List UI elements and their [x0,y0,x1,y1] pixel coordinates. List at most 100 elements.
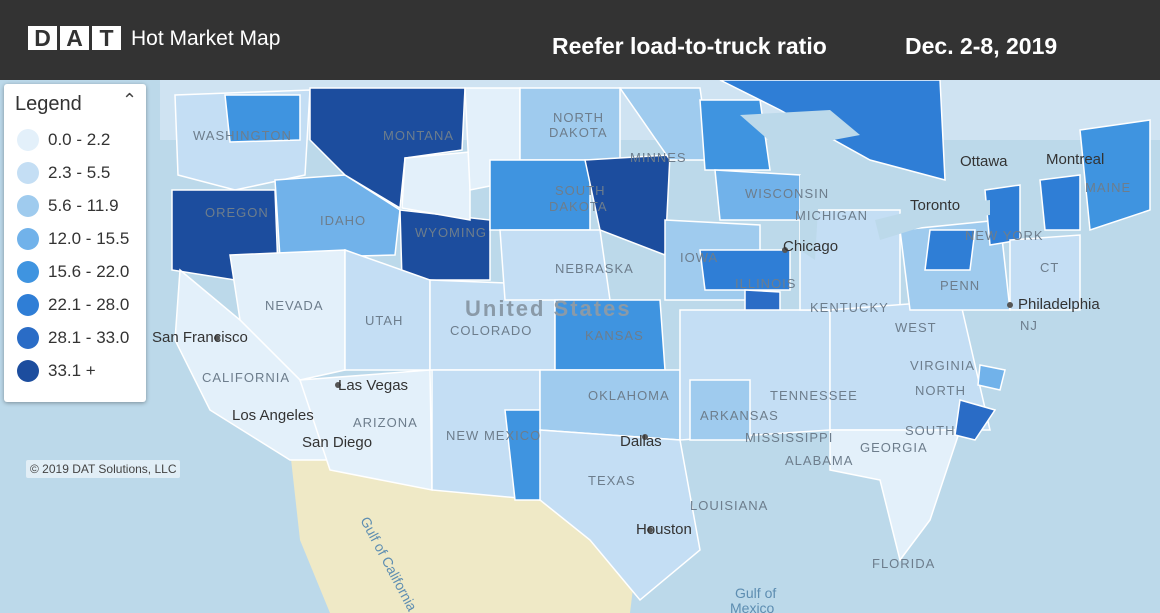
svg-text:Philadelphia: Philadelphia [1018,296,1100,313]
region-ny-west[interactable] [924,229,976,271]
svg-text:NJ: NJ [1020,318,1038,333]
app-title: Hot Market Map [131,27,281,50]
region-arkansas[interactable] [689,379,751,441]
svg-text:Montreal: Montreal [1046,151,1104,168]
svg-text:CT: CT [1040,260,1059,275]
legend-swatch [17,195,39,217]
region-vermont[interactable] [1039,174,1081,231]
svg-text:Mexico: Mexico [730,600,775,613]
svg-text:OREGON: OREGON [205,205,269,220]
svg-text:VIRGINIA: VIRGINIA [910,358,975,373]
svg-text:KENTUCKY: KENTUCKY [810,300,889,315]
region-wa-hot[interactable] [224,94,301,143]
svg-text:MAINE: MAINE [1085,180,1131,195]
region-maine[interactable] [1079,119,1151,232]
region-montana[interactable] [309,87,466,210]
region-california[interactable] [174,268,332,461]
svg-text:KANSAS: KANSAS [585,328,644,343]
svg-text:CALIFORNIA: CALIFORNIA [202,370,290,385]
legend-swatch [17,228,39,250]
svg-text:ALABAMA: ALABAMA [785,453,853,468]
region-oklahoma[interactable] [539,369,681,441]
dat-logo: D A T [28,26,121,50]
legend-range: 2.3 - 5.5 [48,163,111,182]
svg-text:Dallas: Dallas [620,433,662,450]
region-mn-north[interactable] [699,99,771,171]
legend-range: 28.1 - 33.0 [48,328,130,347]
svg-text:OKLAHOMA: OKLAHOMA [588,388,670,403]
svg-text:DAKOTA: DAKOTA [549,199,608,214]
logo-letter: A [60,26,89,50]
legend-range: 33.1 + [48,361,96,380]
svg-text:Toronto: Toronto [910,197,960,214]
svg-text:ILLINOIS: ILLINOIS [735,276,796,291]
map-title: Reefer load-to-truck ratio [552,33,827,59]
region-nevada[interactable] [229,249,346,381]
svg-text:San Diego: San Diego [302,434,372,451]
legend-range: 22.1 - 28.0 [48,295,130,314]
legend-item: 33.1 + [17,360,96,382]
lake-erie [875,200,960,240]
legend-range: 0.0 - 2.2 [48,130,111,149]
svg-text:NEW YORK: NEW YORK [965,228,1044,243]
legend-swatch [17,261,39,283]
svg-text:NEW MEXICO: NEW MEXICO [446,428,541,443]
svg-text:TEXAS: TEXAS [588,473,636,488]
svg-text:WEST: WEST [895,320,937,335]
region-wyoming[interactable] [399,209,491,281]
svg-text:UTAH: UTAH [365,313,403,328]
svg-text:NORTH: NORTH [915,383,966,398]
legend-range: 5.6 - 11.9 [48,196,119,215]
logo-letter: D [28,26,57,50]
legend-item: 12.0 - 15.5 [17,228,129,250]
svg-text:WASHINGTON: WASHINGTON [193,128,292,143]
legend-panel: Legend ⌃ 0.0 - 2.2 2.3 - 5.5 5.6 - 11.9 12.… [4,84,146,402]
region-new-england[interactable] [1009,234,1081,311]
region-idaho[interactable] [274,174,401,259]
svg-text:IDAHO: IDAHO [320,213,366,228]
legend-title: Legend [15,93,82,115]
svg-text:WISCONSIN: WISCONSIN [745,186,829,201]
map-svg[interactable]: WASHINGTON OREGON IDAHO MONTANA WYOMING … [0,80,1160,613]
svg-text:SOUTH: SOUTH [905,423,956,438]
lake-ontario [940,200,990,220]
svg-text:MISSISSIPPI: MISSISSIPPI [745,430,833,445]
svg-text:Houston: Houston [636,521,692,538]
legend-item: 2.3 - 5.5 [17,162,110,184]
svg-text:Los Angeles: Los Angeles [232,407,314,424]
svg-text:Gulf of: Gulf of [735,585,776,601]
svg-text:IOWA: IOWA [680,250,718,265]
region-carolina-coast[interactable] [954,399,997,441]
svg-text:PENN: PENN [940,278,980,293]
svg-text:NEBRASKA: NEBRASKA [555,261,634,276]
map-canvas[interactable]: WASHINGTON OREGON IDAHO MONTANA WYOMING … [0,80,1160,613]
svg-text:San Francisco: San Francisco [152,329,248,346]
chevron-up-icon[interactable]: ⌃ [122,90,138,110]
legend-range: 12.0 - 15.5 [48,229,130,248]
logo-letter: T [92,26,121,50]
legend-swatch [17,162,39,184]
legend-item: 22.1 - 28.0 [17,294,129,316]
mexico-land [290,450,650,613]
lake-michigan [800,175,820,260]
legend-item: 28.1 - 33.0 [17,327,129,349]
svg-text:LOUISIANA: LOUISIANA [690,498,768,513]
svg-text:TENNESSEE: TENNESSEE [770,388,858,403]
lake-superior [740,110,860,150]
header-bar: D A T Hot Market Map Reefer load-to-truc… [0,0,1160,80]
country-label: United States [465,296,632,321]
gulf-water [630,520,930,613]
region-illinois-hot[interactable] [699,249,791,291]
svg-text:NORTH: NORTH [553,110,604,125]
legend-range: 15.6 - 22.0 [48,262,130,281]
legend-swatch [17,294,39,316]
region-virginia-coast[interactable] [977,364,1006,391]
region-west-wy[interactable] [401,151,471,221]
svg-text:ARKANSAS: ARKANSAS [700,408,779,423]
date-range: Dec. 2-8, 2019 [905,33,1058,59]
legend-item: 5.6 - 11.9 [17,195,119,217]
svg-text:SOUTH: SOUTH [555,183,606,198]
svg-text:Las Vegas: Las Vegas [338,377,408,394]
svg-text:NEVADA: NEVADA [265,298,324,313]
svg-text:Ottawa: Ottawa [960,153,1008,170]
